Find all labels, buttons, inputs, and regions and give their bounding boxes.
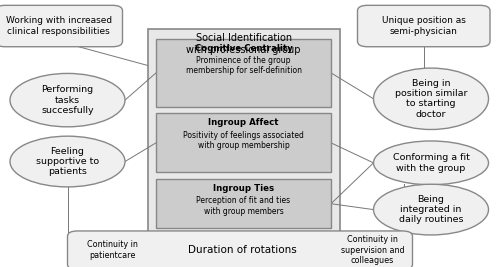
FancyBboxPatch shape	[68, 231, 412, 267]
Text: Prominence of the group
membership for self-definition: Prominence of the group membership for s…	[186, 56, 302, 76]
Text: Unique position as
semi-physician: Unique position as semi-physician	[382, 16, 466, 36]
Ellipse shape	[374, 141, 488, 185]
Ellipse shape	[10, 136, 125, 187]
Text: Ingroup Ties: Ingroup Ties	[213, 184, 274, 193]
Text: Feeling
supportive to
patients: Feeling supportive to patients	[36, 147, 99, 176]
Text: Perception of fit and ties
with group members: Perception of fit and ties with group me…	[196, 196, 290, 216]
Ellipse shape	[374, 68, 488, 129]
Text: Ingroup Affect: Ingroup Affect	[208, 118, 279, 127]
Text: Duration of rotations: Duration of rotations	[188, 245, 297, 255]
FancyBboxPatch shape	[156, 113, 331, 172]
Text: Positivity of feelings associated
with group membership: Positivity of feelings associated with g…	[183, 131, 304, 150]
FancyBboxPatch shape	[156, 179, 331, 228]
Text: Working with increased
clinical responsibilities: Working with increased clinical responsi…	[6, 16, 112, 36]
FancyBboxPatch shape	[156, 39, 331, 107]
FancyBboxPatch shape	[148, 29, 340, 232]
Text: Being in
position similar
to starting
doctor: Being in position similar to starting do…	[395, 79, 467, 119]
Text: Cognitive Centrality: Cognitive Centrality	[194, 44, 292, 53]
FancyBboxPatch shape	[358, 5, 490, 47]
Text: Continuity in
supervision and
colleagues: Continuity in supervision and colleagues	[340, 235, 404, 265]
Text: Conforming a fit
with the group: Conforming a fit with the group	[392, 153, 469, 172]
Text: Performing
tasks
succesfully: Performing tasks succesfully	[41, 85, 94, 115]
Text: Being
integrated in
daily routines: Being integrated in daily routines	[399, 195, 463, 225]
Text: Social Identification
with professional group: Social Identification with professional …	[186, 33, 301, 55]
Ellipse shape	[10, 73, 125, 127]
FancyBboxPatch shape	[0, 5, 122, 47]
Text: Continuity in
patientcare: Continuity in patientcare	[87, 241, 138, 260]
Ellipse shape	[374, 184, 488, 235]
